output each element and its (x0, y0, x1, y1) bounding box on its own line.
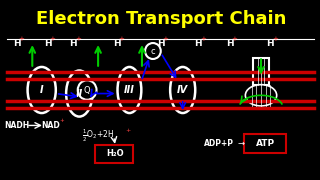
Text: I: I (40, 85, 44, 95)
FancyBboxPatch shape (95, 145, 132, 163)
Text: Q: Q (84, 86, 91, 94)
Text: +: + (18, 36, 24, 42)
Text: III: III (124, 85, 135, 95)
Ellipse shape (245, 85, 277, 106)
Text: +: + (200, 36, 206, 42)
Text: +: + (125, 128, 131, 133)
Ellipse shape (66, 71, 92, 117)
Text: H: H (13, 39, 20, 48)
Text: Electron Transport Chain: Electron Transport Chain (36, 10, 286, 28)
Text: NADH: NADH (4, 121, 29, 130)
Ellipse shape (145, 43, 161, 59)
Text: $\frac{1}{2}$O$_2$+2H: $\frac{1}{2}$O$_2$+2H (82, 128, 114, 144)
Text: →: → (237, 139, 244, 148)
Text: +: + (50, 36, 56, 42)
Text: NAD: NAD (42, 121, 60, 130)
Ellipse shape (28, 67, 56, 113)
Text: +: + (273, 36, 278, 42)
Text: H: H (195, 39, 202, 48)
Text: +: + (119, 36, 124, 42)
Text: IV: IV (177, 85, 188, 95)
Text: H: H (157, 39, 164, 48)
Ellipse shape (117, 67, 141, 113)
Text: II: II (76, 89, 83, 98)
FancyBboxPatch shape (253, 58, 269, 85)
Text: c: c (151, 46, 155, 55)
Ellipse shape (170, 67, 195, 113)
Text: H: H (69, 39, 77, 48)
Text: H: H (267, 39, 274, 48)
Text: +: + (231, 36, 237, 42)
Text: +: + (163, 36, 168, 42)
Text: +: + (60, 118, 64, 123)
FancyBboxPatch shape (244, 134, 286, 153)
Text: ATP: ATP (256, 139, 275, 148)
Ellipse shape (78, 80, 97, 100)
Text: H₂O: H₂O (107, 149, 124, 158)
Text: H: H (113, 39, 121, 48)
Text: +: + (75, 36, 81, 42)
Text: H: H (226, 39, 234, 48)
Text: H: H (44, 39, 52, 48)
Text: ADP+P: ADP+P (204, 139, 234, 148)
